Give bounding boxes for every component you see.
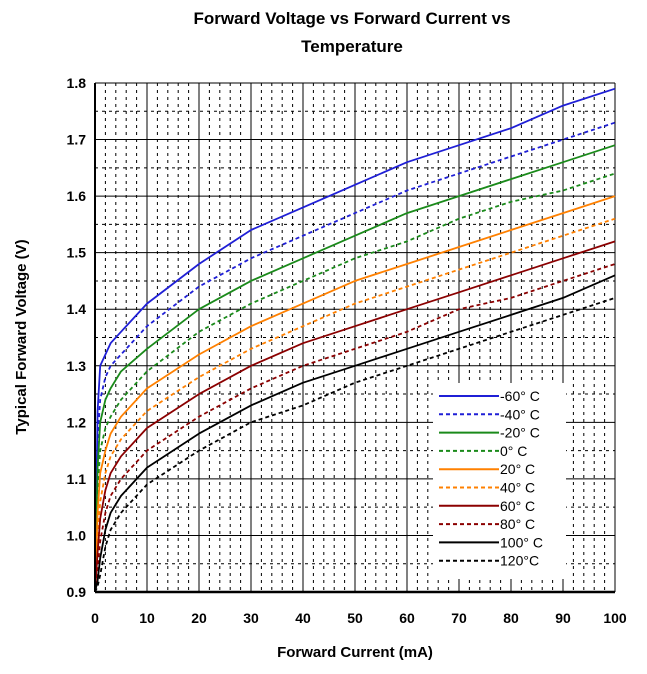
x-tick-label: 60 (399, 610, 415, 626)
legend-label-5: 40° C (500, 480, 535, 496)
legend-label-2: -20° C (500, 425, 540, 441)
x-tick-label: 40 (295, 610, 311, 626)
legend-box (433, 383, 566, 579)
series-line-1 (94, 121, 616, 593)
legend-label-7: 80° C (500, 516, 535, 532)
y-tick-label: 1.5 (67, 245, 87, 261)
y-tick-label: 0.9 (67, 584, 87, 600)
axes-layer (94, 83, 615, 594)
series-line-3 (94, 172, 616, 593)
chart-title-line-1: Forward Voltage vs Forward Current vs (193, 9, 510, 28)
y-tick-label: 1.2 (67, 414, 87, 430)
series-line-0 (94, 87, 616, 593)
legend: -60° C -40° C -20° C 0° C 20° C 40° C 60° C 80°… (433, 383, 566, 579)
x-tick-label: 70 (451, 610, 467, 626)
series-line-4 (94, 195, 616, 593)
series-line-9 (94, 297, 616, 593)
x-tick-label: 50 (347, 610, 363, 626)
y-tick-label: 1.6 (67, 188, 87, 204)
x-tick-label: 80 (503, 610, 519, 626)
series-line-6 (94, 240, 616, 593)
legend-label-4: 20° C (500, 461, 535, 477)
legend-label-1: -40° C (500, 406, 540, 422)
y-tick-label: 1.7 (67, 132, 87, 148)
legend-label-0: -60° C (500, 388, 540, 404)
series-layer (94, 87, 616, 593)
x-tick-label: 20 (191, 610, 207, 626)
minor-grid (95, 83, 615, 592)
series-line-2 (94, 144, 616, 593)
legend-label-9: 120°C (500, 553, 539, 569)
chart-title-line-2: Temperature (301, 37, 403, 56)
series-line-7 (94, 263, 616, 593)
y-tick-label: 1.3 (67, 358, 87, 374)
series-line-8 (94, 274, 616, 593)
x-axis-label: Forward Current (mA) (277, 644, 433, 661)
legend-label-6: 60° C (500, 498, 535, 514)
legend-label-8: 100° C (500, 534, 543, 550)
legend-label-3: 0° C (500, 443, 527, 459)
x-tick-label: 30 (243, 610, 259, 626)
x-tick-label: 10 (139, 610, 155, 626)
x-tick-label: 100 (603, 610, 627, 626)
x-tick-label: 90 (555, 610, 571, 626)
y-tick-labels: 0.9 1.0 1.1 1.2 1.3 1.4 1.5 1.6 1.7 1.8 (67, 75, 87, 600)
y-tick-label: 1.1 (67, 471, 87, 487)
y-axis-label: Typical Forward Voltage (V) (13, 239, 30, 434)
x-tick-label: 0 (91, 610, 99, 626)
y-tick-label: 1.0 (67, 527, 87, 543)
x-tick-labels: 0 10 20 30 40 50 60 70 80 90 100 (91, 610, 627, 626)
series-line-5 (94, 217, 616, 593)
y-tick-label: 1.8 (67, 75, 87, 91)
y-tick-label: 1.4 (67, 301, 87, 317)
